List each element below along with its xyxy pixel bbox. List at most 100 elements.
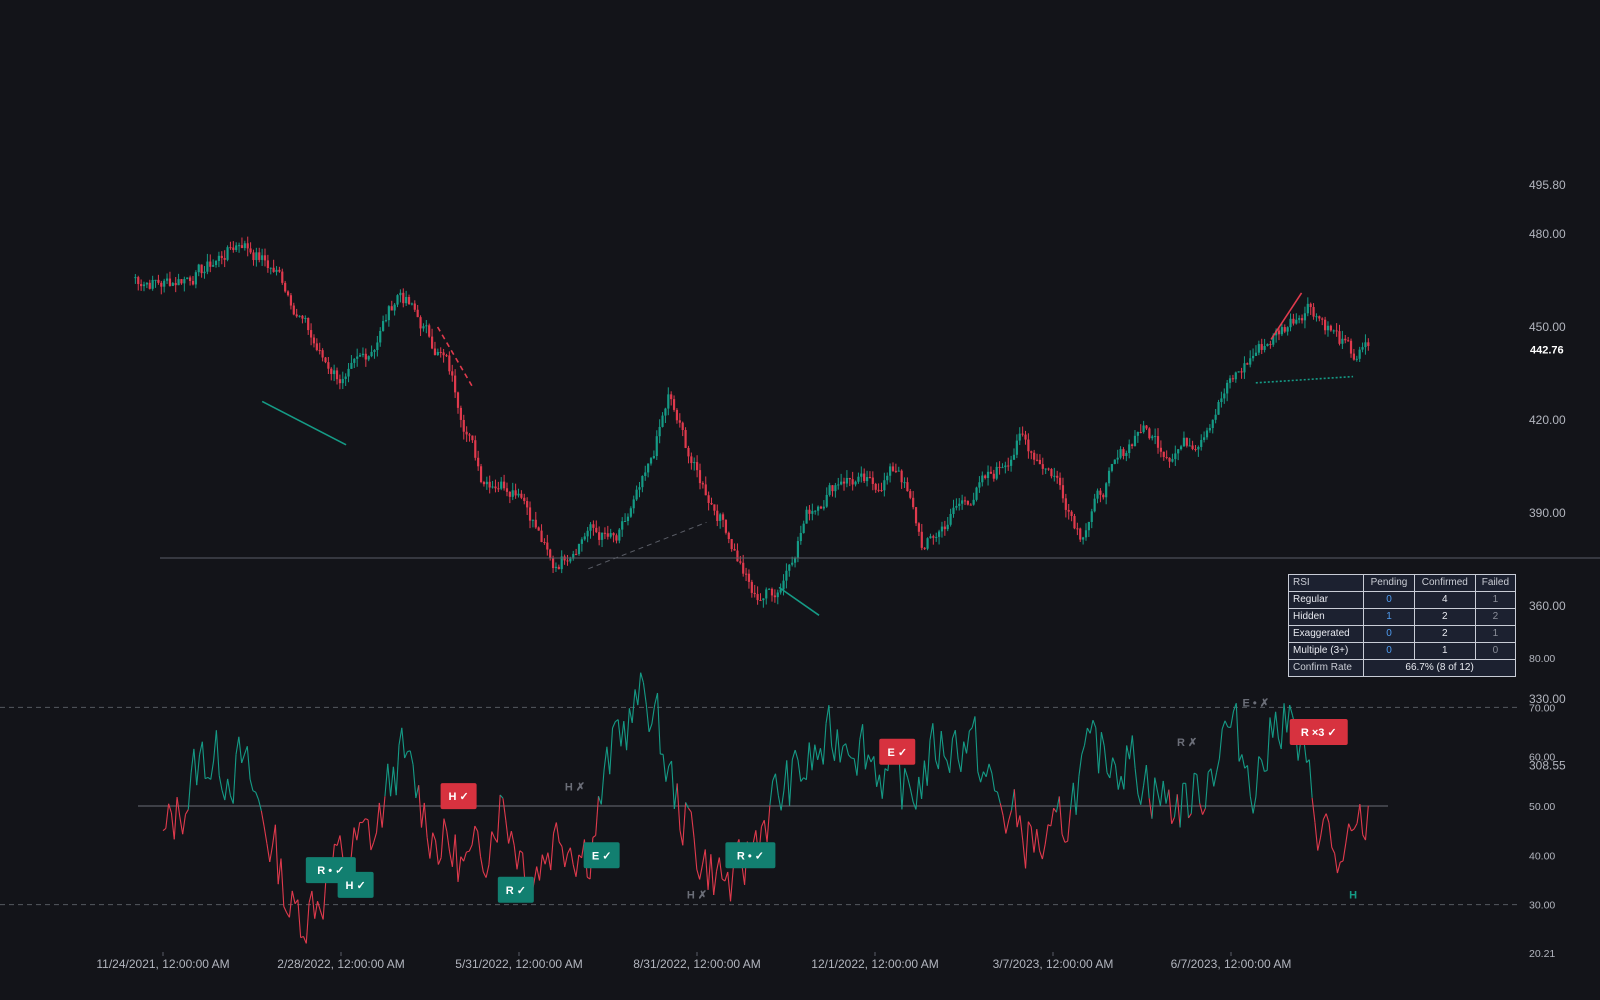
divergence-label[interactable]: H ✓ xyxy=(440,783,477,810)
rsi-line-segment xyxy=(187,772,192,810)
rsi-line-segment xyxy=(800,777,805,782)
rsi-line-segment xyxy=(670,760,675,809)
rsi-line-segment xyxy=(1041,844,1046,860)
rsi-line-segment xyxy=(561,846,566,868)
rsi-line-segment xyxy=(763,820,768,842)
rsi-line-segment xyxy=(463,851,467,862)
rsi-line-segment xyxy=(510,831,515,846)
candle xyxy=(1309,302,1312,315)
svg-text:H ✓: H ✓ xyxy=(448,791,468,803)
divergence-label[interactable]: E ✓ xyxy=(583,842,620,869)
divergence-label[interactable]: E ✓ xyxy=(879,738,916,765)
rsi-line-segment xyxy=(1002,815,1007,834)
candle xyxy=(537,526,540,531)
rsi-line-segment xyxy=(994,790,998,793)
candle xyxy=(986,465,990,486)
rsi-line-segment xyxy=(392,766,397,796)
candle xyxy=(543,538,546,545)
rsi-line-segment xyxy=(1261,759,1265,772)
rsi-pane[interactable]: R • ✓H ✓H ✓R ✓H ✗E ✓H ✗R • ✓E ✓R ✗E • ✗R… xyxy=(0,672,1517,944)
candle xyxy=(563,554,566,565)
rsi-line-segment xyxy=(1027,821,1032,827)
divergence-label[interactable]: R ✓ xyxy=(497,876,534,903)
stats-row-label: Exaggerated xyxy=(1287,625,1365,643)
candle xyxy=(644,465,647,481)
candle xyxy=(713,504,716,516)
candle xyxy=(1133,430,1137,447)
candle xyxy=(327,357,330,374)
stats-row-regular: Regular 0 4 1 xyxy=(1287,591,1517,609)
rsi-line-segment xyxy=(409,750,414,765)
candle xyxy=(871,471,874,491)
candle xyxy=(1185,437,1188,448)
candle xyxy=(770,587,774,602)
candle xyxy=(1044,468,1047,475)
candle xyxy=(1355,355,1358,362)
candle xyxy=(462,414,465,440)
candle xyxy=(500,477,503,491)
rsi-line-segment xyxy=(1123,745,1128,790)
candle xyxy=(788,563,791,577)
candle xyxy=(1367,338,1370,351)
candle xyxy=(837,477,840,490)
candle xyxy=(422,323,425,332)
rsi-line-segment xyxy=(774,773,779,796)
candle xyxy=(966,500,969,506)
candle xyxy=(1217,399,1220,415)
time-axis[interactable]: 11/24/2021, 12:00:00 AM 2/28/2022, 12:00:… xyxy=(96,952,1291,971)
stats-header-failed: Failed xyxy=(1474,574,1517,592)
candle xyxy=(373,349,376,359)
rsi-line-segment xyxy=(693,837,698,870)
rsi-line-segment xyxy=(881,768,886,799)
rsi-line-segment xyxy=(794,749,799,761)
candle xyxy=(632,495,635,514)
rsi-line-segment xyxy=(965,730,970,754)
rsi-line-segment xyxy=(1356,804,1361,824)
rsi-line-segment xyxy=(623,721,628,751)
candle xyxy=(1084,523,1088,541)
candle xyxy=(284,280,287,293)
candle xyxy=(1228,375,1232,389)
candle xyxy=(845,470,849,488)
rsi-line-segment xyxy=(1126,745,1131,760)
candle xyxy=(549,548,552,561)
divergence-label[interactable]: H ✓ xyxy=(337,871,374,898)
rsi-line-segment xyxy=(797,759,802,782)
price-axis[interactable]: 495.80 480.00 450.00 420.00 390.00 360.00 330.… xyxy=(1529,178,1566,772)
rsi-line-segment xyxy=(198,741,203,755)
candle xyxy=(511,482,514,501)
candle xyxy=(520,490,523,500)
rsi-line-segment xyxy=(1064,840,1068,843)
divergence-label[interactable]: H xyxy=(1349,890,1357,902)
rsi-line-segment xyxy=(842,743,847,747)
divergence-label[interactable]: R ✗ xyxy=(1177,737,1197,749)
candle xyxy=(255,247,258,267)
rsi-line-segment xyxy=(544,852,549,865)
time-tick-label: 12/1/2022, 12:00:00 AM xyxy=(811,957,938,971)
svg-text:H: H xyxy=(1349,890,1357,902)
rsi-line-segment xyxy=(982,771,987,778)
candle xyxy=(586,526,589,543)
divergence-label[interactable]: R ×3 ✓ xyxy=(1289,719,1348,746)
rsi-line-segment xyxy=(951,729,956,739)
candle xyxy=(448,351,451,375)
candle xyxy=(1035,453,1039,462)
candle xyxy=(1145,425,1148,431)
candle xyxy=(816,505,820,516)
stats-pending-count: 1 xyxy=(1363,608,1415,626)
divergence-label[interactable]: H ✗ xyxy=(565,781,585,793)
rsi-line-segment xyxy=(662,754,667,782)
rsi-line-segment xyxy=(985,763,990,777)
candle xyxy=(857,472,860,484)
candle xyxy=(687,445,690,464)
rsi-line-segment xyxy=(505,819,510,844)
rsi-line-segment xyxy=(488,831,493,865)
price-pane[interactable] xyxy=(134,236,1370,616)
divergence-label[interactable]: R • ✓ xyxy=(725,842,776,869)
divergence-label[interactable]: E • ✗ xyxy=(1243,697,1270,709)
candle xyxy=(468,432,471,442)
candle xyxy=(805,506,808,524)
divergence-label[interactable]: H ✗ xyxy=(687,890,707,902)
candle xyxy=(451,364,454,382)
